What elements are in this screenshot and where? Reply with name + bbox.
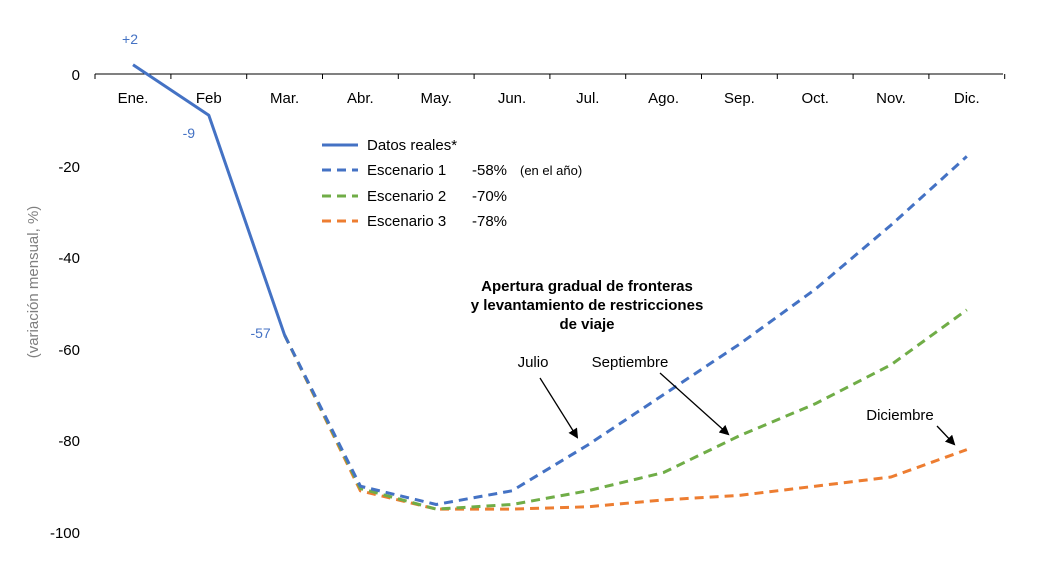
- arrow-septiembre: [659, 372, 730, 436]
- legend-note: (en el año): [520, 163, 582, 178]
- series-line-datos-reales: [132, 63, 287, 336]
- y-tick-label: -100: [50, 525, 80, 542]
- legend-label: Escenario 3: [367, 213, 446, 230]
- annotation-title-line: Apertura gradual de fronteras: [481, 278, 693, 295]
- y-tick-label: -80: [58, 433, 80, 450]
- data-labels: +2 -9 -57: [122, 31, 271, 341]
- series-layer: [132, 63, 968, 511]
- x-axis-ticks: [94, 74, 1006, 79]
- x-tick-label: Abr.: [347, 90, 374, 107]
- data-label: +2: [122, 31, 138, 47]
- series-line-escenario-1: [283, 155, 968, 506]
- x-tick-label: Ene.: [118, 90, 149, 107]
- annotation-title: Apertura gradual de fronteras y levantam…: [471, 278, 704, 333]
- legend-pct: -58%: [472, 162, 507, 179]
- y-tick-label: 0: [72, 67, 80, 84]
- x-tick-label: Mar.: [270, 90, 299, 107]
- data-label: -9: [183, 125, 196, 141]
- annotation-septiembre: Septiembre: [592, 354, 669, 371]
- x-tick-label: Sep.: [724, 90, 755, 107]
- y-tick-label: -60: [58, 342, 80, 359]
- arrow-diciembre: [936, 425, 956, 446]
- legend: Datos reales* Escenario 1 -58% (en el añ…: [322, 137, 582, 230]
- y-axis-label: (variación mensual, %): [25, 206, 42, 359]
- x-tick-label: Oct.: [801, 90, 829, 107]
- legend-label: Escenario 1: [367, 162, 446, 179]
- legend-pct: -70%: [472, 188, 507, 205]
- x-tick-label: Dic.: [954, 90, 980, 107]
- data-label: -57: [250, 325, 270, 341]
- x-tick-label: Jul.: [576, 90, 599, 107]
- x-axis-labels: Ene. Feb Mar. Abr. May. Jun. Jul. Ago. Sep. Oct. N…: [118, 90, 980, 107]
- x-tick-label: Nov.: [876, 90, 906, 107]
- arrow-julio: [539, 377, 579, 439]
- x-tick-label: May.: [420, 90, 451, 107]
- series-line-escenario-2: [283, 308, 968, 511]
- y-tick-label: -20: [58, 159, 80, 176]
- annotation-title-line: y levantamiento de restricciones: [471, 297, 704, 314]
- legend-label: Datos reales*: [367, 137, 457, 154]
- y-tick-label: -40: [58, 250, 80, 267]
- x-tick-label: Jun.: [498, 90, 526, 107]
- x-tick-label: Ago.: [648, 90, 679, 107]
- legend-pct: -78%: [472, 213, 507, 230]
- annotation-diciembre: Diciembre: [866, 407, 934, 424]
- y-tick-labels: 0 -20 -40 -60 -80 -100: [50, 67, 80, 542]
- annotation-julio: Julio: [518, 354, 549, 371]
- annotation-title-line: de viaje: [559, 316, 614, 333]
- x-tick-label: Feb: [196, 90, 222, 107]
- legend-label: Escenario 2: [367, 188, 446, 205]
